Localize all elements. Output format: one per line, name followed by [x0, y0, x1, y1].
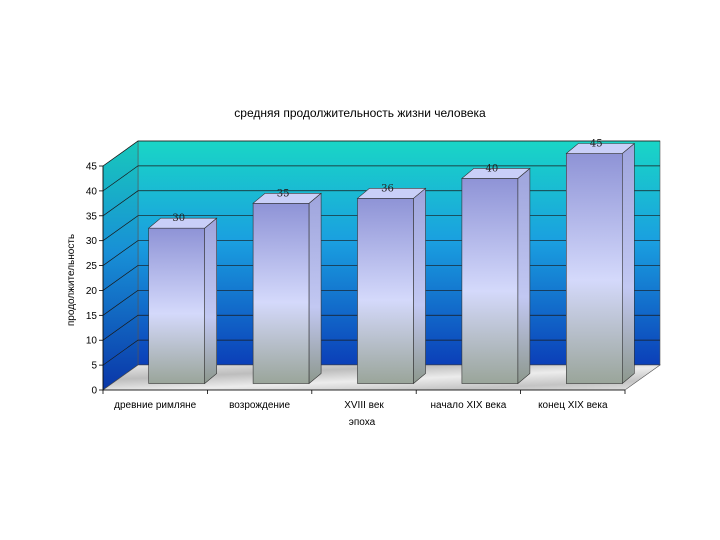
bar-top-face [565, 143, 636, 154]
bar-series [147, 142, 636, 385]
x-tick-label: начало XIX века [431, 400, 507, 411]
bar-front-face [252, 202, 310, 384]
bar [252, 192, 322, 385]
chart-title: средняя продолжительность жизни человека [234, 106, 486, 120]
bar [147, 217, 218, 385]
data-label: 45 [590, 139, 603, 150]
bar-side-face [413, 187, 426, 385]
bar-top-face [356, 188, 427, 199]
x-tick-label: возрождение [229, 400, 290, 411]
y-tick-label: 10 [86, 336, 98, 347]
bar-front-face [565, 153, 623, 384]
y-tick-label: 5 [91, 361, 97, 372]
bar-side-face [621, 142, 635, 385]
bar [461, 167, 531, 385]
y-axis-title: продолжительность [66, 234, 77, 326]
x-axis: древние римляне возрождение XVIII век начал… [102, 389, 626, 411]
gridline [102, 165, 660, 192]
bar-side-face [308, 192, 322, 385]
bar-top-face [252, 192, 322, 204]
bar-side-face [517, 167, 531, 385]
y-tick-label: 0 [91, 386, 97, 397]
bar-side-face [204, 217, 217, 385]
x-tick-label: древние римляне [114, 400, 197, 411]
y-axis: 0 5 10 15 20 25 30 35 40 45 [86, 162, 104, 397]
data-label: 35 [277, 188, 290, 199]
x-tick-label: конец XIX века [538, 400, 608, 411]
bar-front-face [461, 178, 519, 384]
bar-top-face [147, 217, 218, 229]
bar [356, 187, 427, 385]
x-tick-label: XVIII век [344, 400, 384, 411]
y-tick-label: 20 [86, 286, 98, 297]
data-label: 36 [381, 183, 394, 194]
y-tick-label: 40 [86, 186, 98, 197]
data-label: 30 [172, 213, 185, 224]
y-tick-label: 15 [86, 311, 98, 322]
gridline [102, 140, 660, 167]
data-label: 40 [486, 163, 499, 174]
bar-top-face [461, 168, 531, 179]
y-tick-label: 25 [86, 261, 98, 272]
data-labels: 30 35 36 40 45 [172, 139, 602, 225]
y-tick-label: 30 [86, 236, 98, 247]
bar-front-face [357, 198, 414, 384]
y-tick-label: 45 [86, 162, 98, 173]
y-tick-label: 35 [86, 211, 98, 222]
bar [565, 142, 636, 385]
x-axis-title: эпоха [349, 417, 376, 428]
bar-front-face [148, 227, 205, 384]
